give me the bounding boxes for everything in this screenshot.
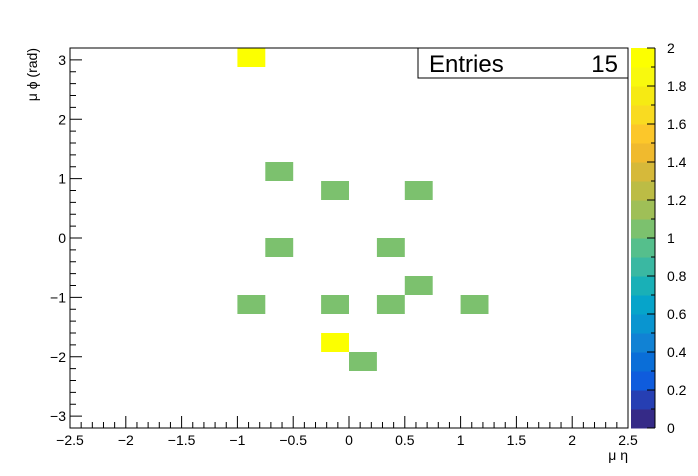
color-scale-label: 2	[667, 40, 675, 56]
heatmap-cell-1	[265, 162, 294, 181]
color-scale-band	[631, 162, 655, 182]
color-scale-band	[631, 200, 655, 220]
heatmap-cell-4	[265, 238, 294, 257]
heatmap-cell-7	[237, 295, 266, 314]
heatmap-cell-6	[404, 276, 433, 295]
color-scale: 0 0.2 0.4 0.6 0.8 1 1.2 1.4 1.6 1.8 2	[631, 40, 687, 436]
color-scale-band	[631, 181, 655, 201]
x-tick-label: −2.5	[56, 432, 84, 448]
x-tick-label: 0.5	[395, 432, 415, 448]
color-scale-band	[631, 124, 655, 144]
x-tick-label: 1	[457, 432, 465, 448]
color-scale-band	[631, 143, 655, 163]
color-scale-band	[631, 219, 655, 239]
heatmap-cell-3	[404, 181, 433, 200]
color-scale-band	[631, 105, 655, 125]
heatmap-cell-5	[376, 238, 405, 257]
heatmap-cell-9	[376, 295, 405, 314]
color-scale-band	[631, 352, 655, 372]
heatmap-cell-11	[321, 333, 349, 352]
heatmap-cells	[237, 48, 489, 371]
x-tick-label: 2.5	[618, 432, 638, 448]
y-tick-label: 0	[58, 230, 66, 246]
x-tick-label: 2	[568, 432, 576, 448]
y-tick-label: −2	[50, 349, 66, 365]
y-tick-label: −3	[50, 408, 66, 424]
color-scale-band	[631, 276, 655, 296]
x-axis-title: μ η	[608, 447, 628, 463]
x-tick-label: −0.5	[279, 432, 307, 448]
x-axis: −2.5 −2 −1.5 −1 −0.5 0 0.5 1 1.5 2 2.5	[56, 416, 638, 448]
color-scale-label: 1.4	[667, 154, 687, 170]
y-tick-label: 2	[58, 111, 66, 127]
stats-box: Entries 15	[417, 47, 629, 79]
x-tick-label: 0	[345, 432, 353, 448]
color-scale-band	[631, 371, 655, 391]
y-axis: −3 −2 −1 0 1 2 3	[50, 47, 82, 429]
color-scale-label: 1	[667, 230, 675, 246]
color-scale-label: 1.2	[667, 192, 687, 208]
heatmap-cell-8	[321, 295, 349, 314]
x-tick-label: −2	[118, 432, 134, 448]
x-tick-label: −1	[229, 432, 245, 448]
color-scale-band	[631, 257, 655, 277]
stats-box-frame	[417, 47, 629, 79]
heatmap-cell-2	[321, 181, 349, 200]
color-scale-label: 0.4	[667, 344, 687, 360]
color-scale-band	[631, 333, 655, 353]
color-scale-label: 0	[667, 420, 675, 436]
color-scale-label: 1.8	[667, 78, 687, 94]
x-tick-label: 1.5	[507, 432, 527, 448]
y-tick-label: −1	[50, 289, 66, 305]
color-scale-label: 0.2	[667, 382, 687, 398]
stats-entries-label: Entries	[429, 51, 504, 78]
color-scale-label: 0.6	[667, 306, 687, 322]
y-tick-label: 3	[58, 52, 66, 68]
color-scale-band	[631, 390, 655, 410]
x-tick-label: −1.5	[168, 432, 196, 448]
y-tick-label: 1	[58, 171, 66, 187]
heatmap-cell-0	[237, 48, 266, 67]
heatmap-cell-10	[460, 295, 489, 314]
color-scale-label: 0.8	[667, 268, 687, 284]
stats-entries-value: 15	[591, 51, 618, 78]
color-scale-band	[631, 295, 655, 315]
color-scale-band	[631, 48, 655, 68]
color-scale-band	[631, 67, 655, 87]
y-axis-title: μ ϕ (rad)	[24, 48, 40, 101]
color-scale-band	[631, 86, 655, 106]
heatmap-cell-12	[349, 352, 377, 371]
color-scale-band	[631, 409, 655, 429]
color-scale-band	[631, 314, 655, 334]
color-scale-label: 1.6	[667, 116, 687, 132]
color-scale-band	[631, 238, 655, 258]
